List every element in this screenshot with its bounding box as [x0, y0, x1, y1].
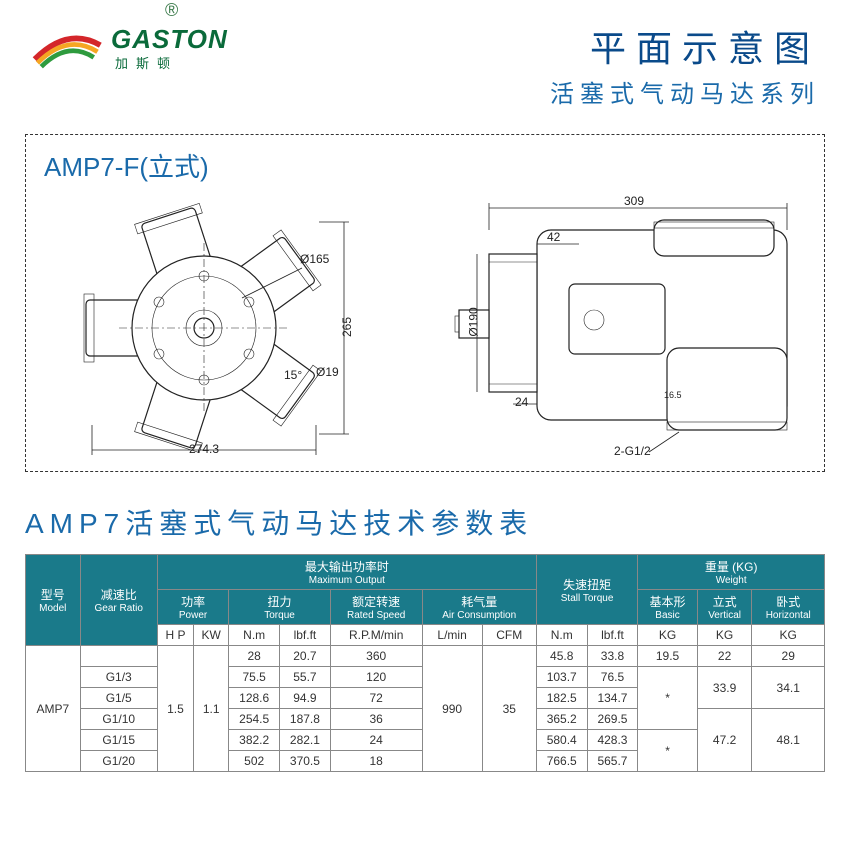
dim-42: 42: [547, 230, 560, 244]
registered-icon: ®: [165, 0, 178, 21]
dim-port: 2-G1/2: [614, 444, 651, 458]
page-subtitle: 活塞式气动马达系列: [550, 74, 820, 109]
th-weight: 重量 (KG)Weight: [638, 555, 825, 590]
dim-hole: Ø19: [316, 365, 339, 379]
dim-small: 16.5: [664, 390, 682, 400]
th-air: 耗气量Air Consumption: [422, 590, 536, 625]
spec-table: 型号Model 减速比Gear Ratio 最大输出功率时Maximum Out…: [25, 554, 825, 772]
brand-name-cn: 加斯顿: [111, 53, 228, 72]
cell-model: AMP7: [26, 646, 81, 772]
logo: GASTON 加斯顿 ®: [30, 20, 228, 75]
dim-190: Ø190: [467, 307, 481, 336]
page-title-block: 平面示意图 活塞式气动马达系列: [550, 20, 820, 109]
table-row: AMP7 1.5 1.1 2820.7360 99035 45.833.8 19…: [26, 646, 825, 667]
th-speed: 额定转速Rated Speed: [330, 590, 422, 625]
dim-24: 24: [515, 395, 528, 409]
side-view-drawing: 309 42 24 Ø190 2-G1/2 16.5: [419, 190, 809, 460]
th-basic: 基本形Basic: [638, 590, 697, 625]
header: GASTON 加斯顿 ® 平面示意图 活塞式气动马达系列: [0, 0, 850, 119]
drawing-frame: AMP7-F(立式): [25, 134, 825, 472]
table-body: AMP7 1.5 1.1 2820.7360 99035 45.833.8 19…: [26, 646, 825, 772]
th-stall: 失速扭矩Stall Torque: [536, 555, 637, 625]
page-title: 平面示意图: [550, 20, 820, 72]
th-horiz: 卧式Horizontal: [752, 590, 825, 625]
dim-top: 309: [624, 194, 644, 208]
th-model: 型号Model: [26, 555, 81, 646]
th-torque: 扭力Torque: [229, 590, 330, 625]
brand-name-en: GASTON: [111, 24, 228, 55]
th-maxout: 最大输出功率时Maximum Output: [157, 555, 536, 590]
dim-bolt-circle: Ø165: [300, 252, 329, 266]
table-title: AMP7活塞式气动马达技术参数表: [25, 502, 850, 542]
drawing-label: AMP7-F(立式): [44, 147, 806, 184]
th-power: 功率Power: [157, 590, 228, 625]
dim-width: 274.3: [189, 442, 219, 456]
logo-swoosh-icon: [30, 20, 105, 75]
front-view-drawing: 274.3 265 Ø165 Ø19 15°: [44, 190, 384, 460]
dim-height: 265: [340, 317, 354, 337]
dim-angle: 15°: [284, 368, 302, 382]
th-vert: 立式Vertical: [697, 590, 752, 625]
th-gear: 减速比Gear Ratio: [80, 555, 157, 646]
